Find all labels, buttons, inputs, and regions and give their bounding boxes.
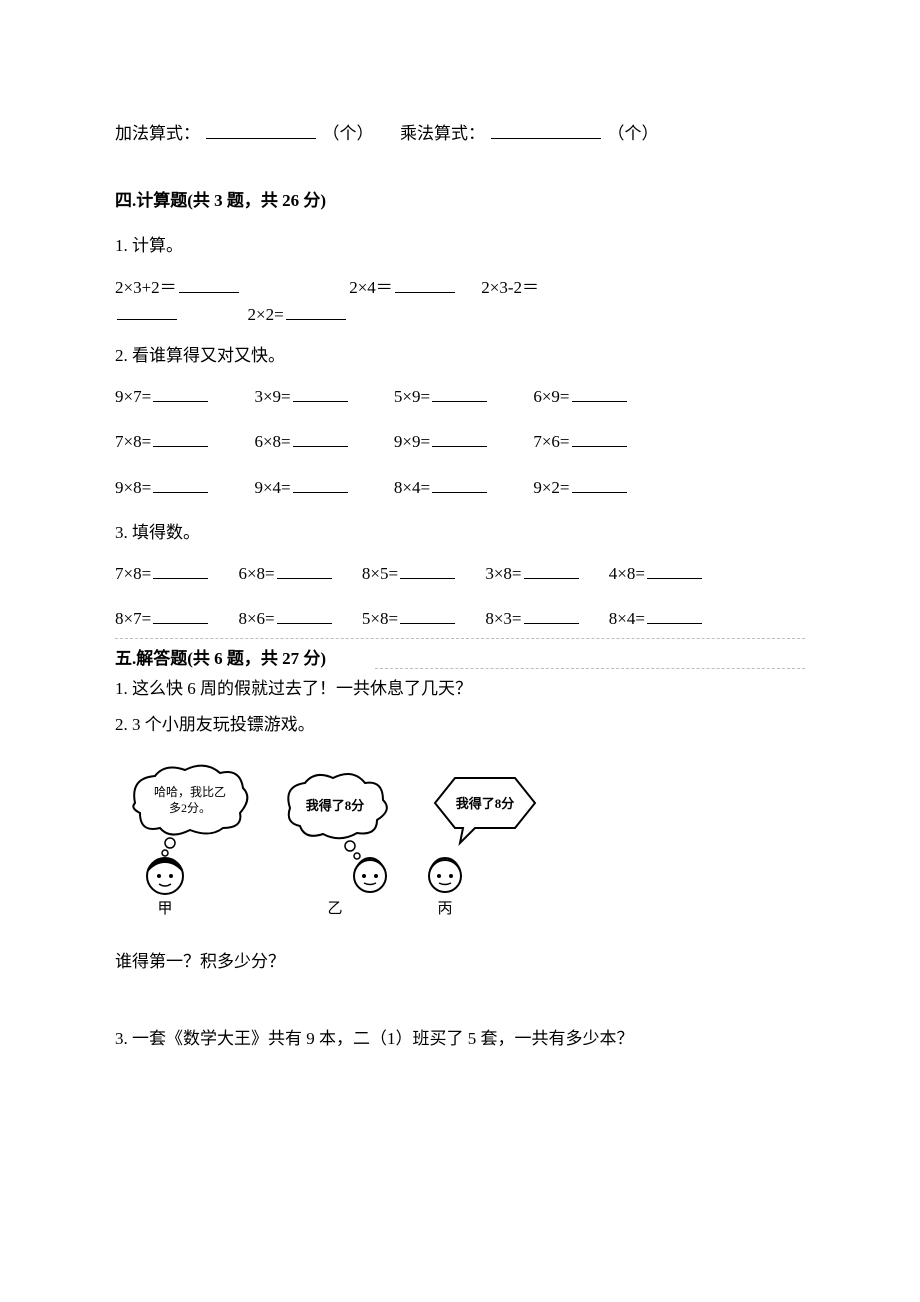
q1-item-2: 2×3-2＝ <box>481 278 539 297</box>
s5-q3: 3. 一套《数学大王》共有 9 本，二（1）班买了 5 套，一共有多少本？ <box>115 1025 805 1052</box>
illustration-svg: 哈哈，我比乙 多2分。 甲 我得了8分 乙 <box>115 758 555 918</box>
svg-text:我得了8分: 我得了8分 <box>306 798 365 813</box>
unit2: （个） <box>608 124 659 143</box>
q1-item-0: 2×3+2＝ <box>115 278 245 297</box>
q1-blank-0[interactable] <box>179 276 239 293</box>
q2-row-1: 7×8= 6×8= 9×9= 7×6= <box>115 428 805 455</box>
unit1: （个） <box>323 124 374 143</box>
s5-q1: 1. 这么快 6 周的假就过去了！一共休息了几天？ <box>115 675 805 702</box>
svg-text:多2分。: 多2分。 <box>169 801 211 815</box>
dashed-divider-top <box>115 638 805 639</box>
s5-q2-ask: 谁得第一？积多少分？ <box>115 948 805 975</box>
addition-label: 加法算式： <box>115 124 200 143</box>
addition-blank[interactable] <box>206 122 316 139</box>
mult-label: 乘法算式： <box>400 124 485 143</box>
q1-item-3: 2×2= <box>248 305 348 324</box>
q3-row-0: 7×8= 6×8= 8×5= 3×8= 4×8= <box>115 560 805 587</box>
q1-blank-2[interactable] <box>117 303 177 320</box>
q1-blank-3[interactable] <box>286 303 346 320</box>
svg-text:丙: 丙 <box>437 901 452 917</box>
q3-row-1: 8×7= 8×6= 5×8= 8×3= 8×4= <box>115 605 805 632</box>
q1-row: 2×3+2＝ 2×4＝ 2×3-2＝ 2×2= <box>115 274 805 328</box>
section4-title: 四.计算题(共 3 题，共 26 分) <box>115 187 805 214</box>
q2-label: 2. 看谁算得又对又快。 <box>115 342 805 369</box>
child-c: 我得了8分 丙 <box>429 778 535 917</box>
q1-label: 1. 计算。 <box>115 232 805 259</box>
dart-game-illustration: 哈哈，我比乙 多2分。 甲 我得了8分 乙 <box>115 758 805 918</box>
q2-row-2: 9×8= 9×4= 8×4= 9×2= <box>115 474 805 501</box>
svg-text:乙: 乙 <box>327 901 342 917</box>
svg-text:甲: 甲 <box>157 901 172 917</box>
child-a: 哈哈，我比乙 多2分。 甲 <box>133 765 247 916</box>
svg-text:哈哈，我比乙: 哈哈，我比乙 <box>154 785 226 799</box>
addition-mult-line: 加法算式： （个） 乘法算式： （个） <box>115 120 805 147</box>
s5-q2: 2. 3 个小朋友玩投镖游戏。 <box>115 711 805 738</box>
child-b: 我得了8分 乙 <box>288 774 387 917</box>
q3-label: 3. 填得数。 <box>115 519 805 546</box>
svg-text:我得了8分: 我得了8分 <box>456 796 515 811</box>
dashed-divider-right <box>375 668 805 669</box>
mult-blank[interactable] <box>491 122 601 139</box>
q1-blank-1[interactable] <box>395 276 455 293</box>
q2-row-0: 9×7= 3×9= 5×9= 6×9= <box>115 383 805 410</box>
q1-item-1: 2×4＝ <box>349 278 461 297</box>
